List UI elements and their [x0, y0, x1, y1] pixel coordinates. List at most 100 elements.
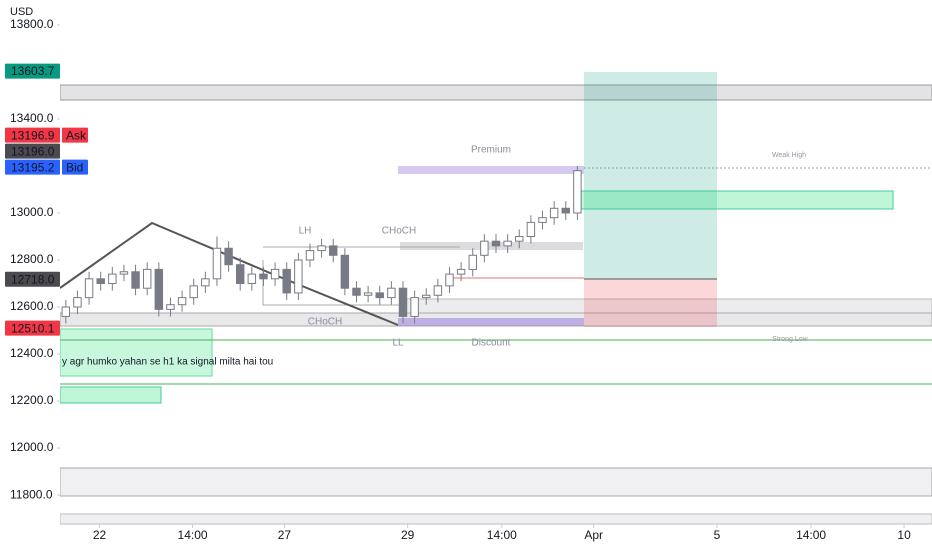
candle-body [224, 247, 233, 266]
price-tag: Bid [66, 160, 83, 174]
candle-body [235, 264, 245, 285]
price-label-box [5, 159, 60, 175]
price-label: 13196.0 [11, 144, 55, 158]
candle-body [375, 292, 384, 299]
y-tick-label: 12600.0 [10, 299, 54, 313]
x-tick-label: 27 [278, 528, 292, 542]
price-label: 12510.1 [11, 321, 55, 335]
x-tick-label: 22 [93, 528, 107, 542]
candle-body [340, 254, 350, 289]
green-zone [59, 328, 213, 377]
candles [61, 165, 582, 324]
candle-body [561, 207, 570, 214]
candle-body [154, 268, 164, 310]
y-tick-label: 13800.0 [10, 17, 54, 31]
candle-body [480, 240, 489, 256]
y-tick-label: 12800.0 [10, 252, 54, 266]
candle-body [247, 273, 257, 285]
x-tick-label: 5 [714, 528, 721, 542]
annotation: Weak High [772, 152, 806, 159]
candle-body [108, 273, 117, 285]
candle-body [468, 254, 477, 270]
candle-body [515, 235, 524, 242]
x-tick-label: 14:00 [178, 528, 208, 542]
x-tick-label: 14:00 [487, 528, 517, 542]
zone [59, 467, 932, 497]
candle-body [549, 207, 559, 219]
y-tick-label: 12400.0 [10, 346, 54, 360]
annotations: Premium Weak High LH CHoCH CHoCH LL Disc… [62, 145, 809, 368]
y-tick-label: 12000.0 [10, 440, 54, 454]
candle-body [73, 297, 82, 308]
y-tick-label: 13000.0 [10, 205, 54, 219]
annotation: Strong Low [772, 336, 808, 343]
x-tick-label: 14:00 [796, 528, 826, 542]
annotation: Discount [472, 338, 511, 349]
candle-body [398, 287, 408, 317]
candle-body [410, 297, 419, 317]
target-zone [584, 72, 717, 279]
stop-zone [584, 279, 717, 327]
candle-body [526, 221, 536, 237]
candle-body [503, 240, 512, 247]
price-label: 13603.7 [11, 64, 55, 78]
candle-body [352, 287, 361, 296]
x-tick-label: 10 [897, 528, 911, 542]
annotation: CHoCH [382, 226, 416, 237]
annotation: Premium [471, 145, 511, 156]
candle-body [445, 273, 454, 287]
annotation: LL [392, 338, 404, 349]
green-zone [577, 190, 894, 210]
x-tick-label: 29 [401, 528, 415, 542]
price-label-box [5, 320, 60, 336]
candle-body [142, 268, 152, 289]
discount-line [398, 318, 584, 326]
candle-body [456, 268, 466, 275]
y-tick-label: 13400.0 [10, 111, 54, 125]
candle-body [573, 170, 582, 214]
drawings [59, 72, 932, 525]
price-tag-box [62, 159, 88, 175]
candle-body [166, 304, 175, 310]
price-label: 13195.2 [11, 160, 55, 174]
zigzag [59, 221, 399, 326]
candle-body [294, 259, 303, 294]
price-label-box [5, 127, 60, 143]
y-tick-label: 11800.0 [10, 487, 53, 501]
price-label-box [5, 271, 60, 287]
candle-body [491, 240, 501, 247]
candle-body [270, 268, 280, 280]
candle-body [387, 287, 396, 299]
green-zone [59, 386, 162, 404]
candle-body [363, 292, 373, 296]
x-tick-label: Apr [584, 528, 603, 542]
candle-body [317, 245, 326, 252]
zone [59, 513, 932, 525]
note: y agr humko yahan se h1 ka signal milta … [62, 357, 273, 368]
price-tag: Ask [66, 128, 87, 142]
candle-body [433, 285, 443, 296]
premium-line [398, 166, 584, 174]
candle-body [201, 278, 210, 287]
candle-body [177, 297, 187, 306]
zone [59, 84, 932, 101]
candle-body [96, 278, 105, 285]
candle-body [131, 271, 140, 289]
currency: USD [10, 6, 33, 18]
candle-body [422, 294, 431, 299]
axes: 13800.0 13400.0 13000.0 12800.0 12600.0 12400… [5, 17, 911, 542]
candle-body [259, 273, 268, 280]
candle-body [212, 247, 222, 280]
annotation: LH [299, 226, 312, 237]
candle-body [84, 278, 94, 299]
y-tick-label: 12200.0 [10, 393, 54, 407]
candle-body [538, 217, 547, 223]
candle-body [282, 268, 291, 294]
candle-body [61, 306, 71, 317]
price-label-box [5, 63, 60, 79]
candle-body [119, 271, 129, 275]
candle-body [329, 245, 338, 256]
annotation: CHoCH [308, 317, 342, 328]
price-label: 12718.0 [11, 272, 55, 286]
